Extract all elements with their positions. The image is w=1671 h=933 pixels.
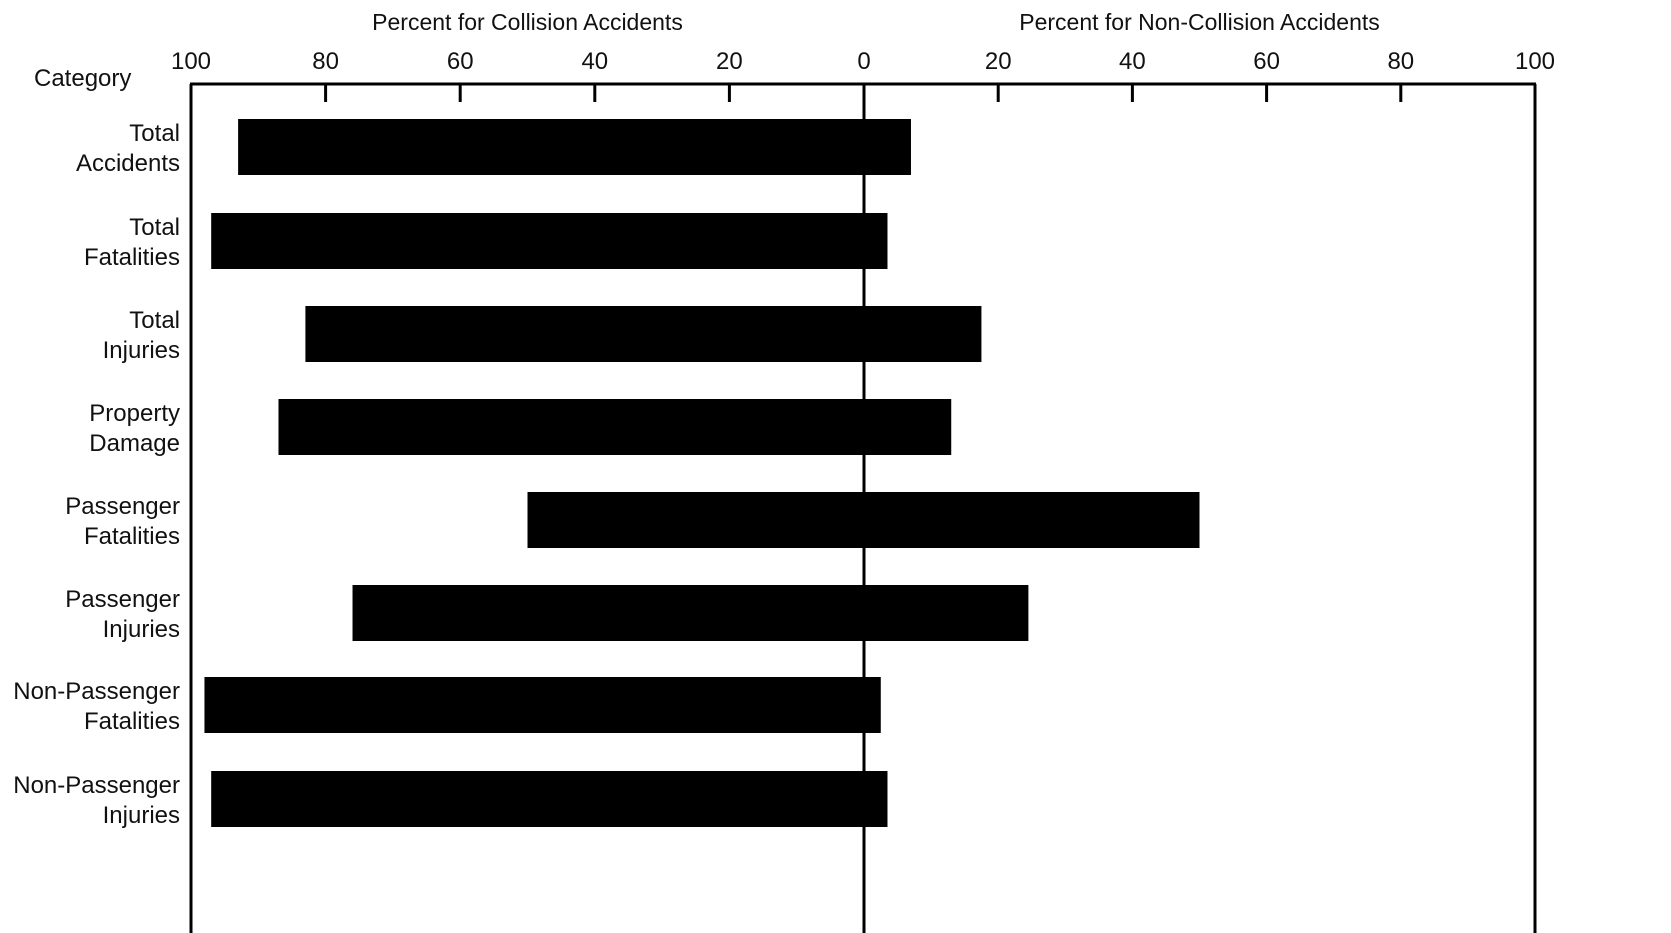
category-header: Category	[34, 65, 131, 92]
tick-label: 80	[312, 48, 339, 75]
tick-label: 20	[985, 48, 1012, 75]
bar-non-collision	[864, 119, 911, 175]
category-label: Non-Passenger	[13, 772, 180, 799]
bar-collision	[238, 119, 865, 175]
category-labels: Total Accidents Total Fatalities Total Injuri…	[13, 120, 180, 829]
category-label: Passenger	[65, 586, 180, 613]
bar-collision	[211, 213, 864, 269]
category-label: Total	[129, 307, 180, 334]
bar-non-collision	[864, 399, 952, 455]
category-label: Accidents	[76, 150, 180, 177]
tick-label: 60	[447, 48, 474, 75]
category-label: Fatalities	[84, 708, 180, 735]
tick-label: 20	[716, 48, 743, 75]
tick-label: 100	[1515, 48, 1555, 75]
category-label: Fatalities	[84, 244, 180, 271]
tick-label: 40	[1119, 48, 1146, 75]
bar-non-collision	[864, 306, 982, 362]
bar-collision	[211, 771, 864, 827]
bar-collision	[305, 306, 864, 362]
category-label: Property	[89, 400, 180, 427]
bars	[204, 119, 1200, 827]
category-label: Total	[129, 120, 180, 147]
x-axis-title-collision: Percent for Collision Accidents	[372, 9, 683, 35]
bar-collision	[527, 492, 864, 548]
x-axis-title-non-collision: Percent for Non-Collision Accidents	[1019, 9, 1380, 35]
tick-label: 60	[1253, 48, 1280, 75]
bar-non-collision	[864, 677, 881, 733]
category-label: Injuries	[103, 337, 180, 364]
category-label: Injuries	[103, 802, 180, 829]
category-label: Passenger	[65, 493, 180, 520]
bar-non-collision	[864, 492, 1200, 548]
category-label: Damage	[89, 430, 180, 457]
category-label: Fatalities	[84, 523, 180, 550]
tick-label: 40	[581, 48, 608, 75]
tick-label: 0	[857, 48, 870, 75]
tick-label: 100	[171, 48, 211, 75]
bar-non-collision	[864, 585, 1029, 641]
category-label: Non-Passenger	[13, 678, 180, 705]
bar-non-collision	[864, 213, 888, 269]
bar-collision	[352, 585, 864, 641]
bar-non-collision	[864, 771, 888, 827]
category-label: Total	[129, 214, 180, 241]
tick-label: 80	[1387, 48, 1414, 75]
category-label: Injuries	[103, 616, 180, 643]
bar-collision	[204, 677, 864, 733]
x-axis-ticks: 100 80 60 40 20 0 20 40 60 80 100	[171, 48, 1555, 102]
bar-collision	[278, 399, 864, 455]
